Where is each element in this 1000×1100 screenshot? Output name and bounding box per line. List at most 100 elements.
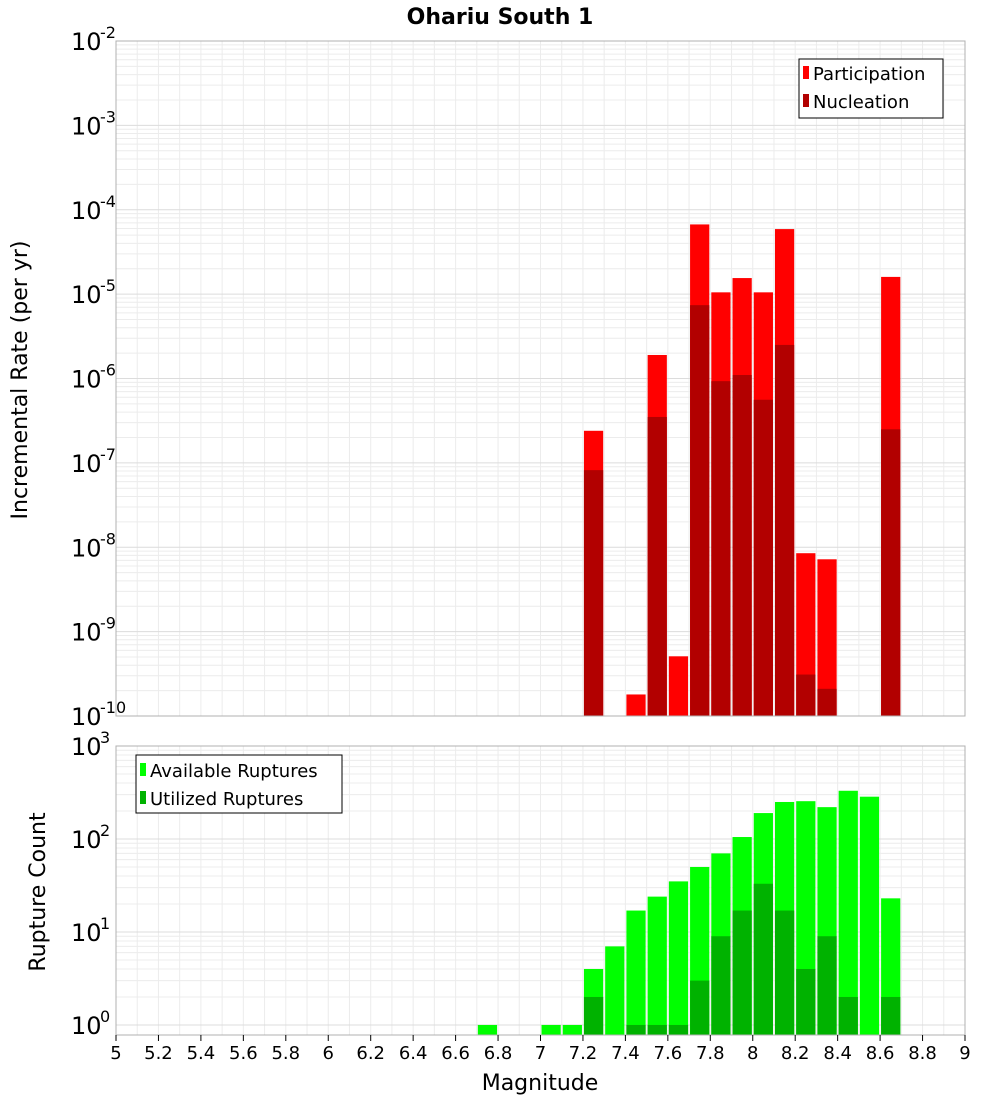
x-tick-label: 6.6 bbox=[441, 1043, 470, 1064]
utilized-ruptures-bar bbox=[668, 1024, 689, 1035]
x-tick-label: 8.4 bbox=[823, 1043, 852, 1064]
x-tick-label: 8 bbox=[747, 1043, 758, 1064]
x-tick-label: 5.6 bbox=[229, 1043, 258, 1064]
y-tick-base: 10 bbox=[71, 197, 102, 225]
x-tick-label: 9 bbox=[959, 1043, 970, 1064]
utilized-ruptures-bar bbox=[690, 980, 710, 1035]
y-tick-exponent: -4 bbox=[100, 192, 116, 211]
rate-legend: Participation Nucleation bbox=[798, 58, 944, 119]
y-tick-base: 10 bbox=[71, 733, 102, 761]
x-tick-label: 6 bbox=[323, 1043, 334, 1064]
y-tick-base: 10 bbox=[71, 534, 102, 562]
x-tick-label: 5.4 bbox=[187, 1043, 216, 1064]
available-ruptures-bar bbox=[626, 910, 646, 1035]
count-legend: Available Ruptures Utilized Ruptures bbox=[135, 754, 343, 814]
nucleation-bar bbox=[711, 381, 731, 716]
y-tick-exponent: 1 bbox=[100, 914, 110, 933]
nucleation-bar bbox=[796, 674, 816, 716]
y-tick-exponent: -7 bbox=[100, 445, 116, 464]
utilized-ruptures-bar bbox=[711, 936, 731, 1035]
nucleation-bar bbox=[774, 344, 795, 716]
nucleation-bar bbox=[583, 470, 604, 716]
y-tick-exponent: -9 bbox=[100, 614, 116, 633]
utilized-ruptures-bar bbox=[626, 1024, 646, 1035]
x-tick-label: 5.8 bbox=[271, 1043, 300, 1064]
y-tick-exponent: 0 bbox=[100, 1007, 110, 1026]
y-tick-base: 10 bbox=[71, 619, 102, 647]
utilized-ruptures-bar bbox=[817, 936, 837, 1035]
x-tick-label: 7.8 bbox=[696, 1043, 725, 1064]
x-tick-label: 7 bbox=[535, 1043, 546, 1064]
available-ruptures-bar bbox=[859, 796, 880, 1035]
nucleation-bar bbox=[753, 399, 773, 716]
y-tick-base: 10 bbox=[71, 28, 102, 56]
nucleation-bar bbox=[647, 416, 667, 716]
rate-plot-border bbox=[115, 40, 966, 717]
y-tick-base: 10 bbox=[71, 450, 102, 478]
count-legend-box bbox=[135, 754, 343, 814]
utilized-ruptures-bar bbox=[732, 910, 752, 1035]
nucleation-bar bbox=[732, 375, 752, 716]
x-tick-label: 5.2 bbox=[144, 1043, 173, 1064]
y-tick-base: 10 bbox=[71, 281, 102, 309]
rate-legend-box bbox=[798, 58, 944, 119]
legend-swatch-available bbox=[140, 763, 146, 776]
x-tick-label: 6.2 bbox=[356, 1043, 385, 1064]
x-tick-label: 6.8 bbox=[484, 1043, 513, 1064]
x-tick-label: 8.8 bbox=[908, 1043, 937, 1064]
available-ruptures-bar bbox=[541, 1024, 561, 1035]
y-tick-base: 10 bbox=[71, 1012, 102, 1040]
legend-swatch-utilized bbox=[140, 791, 146, 804]
magnitude-x-ticks: 5 5.2 5.4 5.6 5.8 6 6.2 6.4 6.6 6.8 7 7.2 7.4 7.6 7.8 8… bbox=[110, 1035, 971, 1064]
utilized-ruptures-bar bbox=[796, 968, 816, 1035]
count-bars bbox=[477, 790, 901, 1035]
y-tick-exponent: 3 bbox=[100, 728, 110, 747]
available-ruptures-bar bbox=[647, 896, 667, 1035]
x-tick-label: 8.6 bbox=[866, 1043, 895, 1064]
x-tick-label: 8.2 bbox=[781, 1043, 810, 1064]
utilized-ruptures-bar bbox=[583, 996, 604, 1035]
nucleation-bar bbox=[881, 429, 901, 716]
participation-bar bbox=[668, 656, 689, 716]
nucleation-bar bbox=[817, 688, 837, 716]
count-y-axis-label: Rupture Count bbox=[26, 812, 51, 972]
legend-label-nucleation: Nucleation bbox=[813, 92, 909, 113]
y-tick-exponent: -2 bbox=[100, 23, 116, 42]
available-ruptures-bar bbox=[668, 881, 689, 1035]
available-ruptures-bar bbox=[838, 790, 858, 1035]
utilized-ruptures-bar bbox=[647, 1024, 667, 1035]
x-axis-label: Magnitude bbox=[482, 1071, 599, 1096]
legend-label-available: Available Ruptures bbox=[150, 761, 318, 782]
participation-bar bbox=[626, 694, 646, 716]
legend-label-participation: Participation bbox=[813, 64, 925, 85]
rate-grid bbox=[115, 41, 966, 717]
utilized-ruptures-bar bbox=[753, 883, 773, 1035]
y-tick-base: 10 bbox=[71, 703, 102, 731]
rate-y-axis-label: Incremental Rate (per yr) bbox=[8, 241, 33, 520]
y-tick-exponent: -8 bbox=[100, 529, 116, 548]
available-ruptures-bar bbox=[477, 1024, 498, 1035]
y-tick-exponent: -3 bbox=[100, 107, 116, 126]
utilized-ruptures-bar bbox=[774, 910, 795, 1035]
x-tick-label: 6.4 bbox=[399, 1043, 428, 1064]
nucleation-bar bbox=[690, 305, 710, 716]
utilized-ruptures-bar bbox=[881, 996, 901, 1035]
y-tick-base: 10 bbox=[71, 112, 102, 140]
chart-title: Ohariu South 1 bbox=[407, 5, 594, 30]
x-tick-label: 7.4 bbox=[611, 1043, 640, 1064]
participation-bar bbox=[817, 559, 837, 716]
x-tick-label: 7.2 bbox=[569, 1043, 598, 1064]
available-ruptures-bar bbox=[605, 946, 625, 1035]
x-tick-label: 7.6 bbox=[654, 1043, 683, 1064]
y-tick-base: 10 bbox=[71, 366, 102, 394]
y-tick-exponent: -6 bbox=[100, 361, 116, 380]
legend-label-utilized: Utilized Ruptures bbox=[150, 789, 303, 810]
y-tick-base: 10 bbox=[71, 826, 102, 854]
utilized-ruptures-bar bbox=[838, 996, 858, 1035]
legend-swatch-participation bbox=[803, 66, 809, 79]
